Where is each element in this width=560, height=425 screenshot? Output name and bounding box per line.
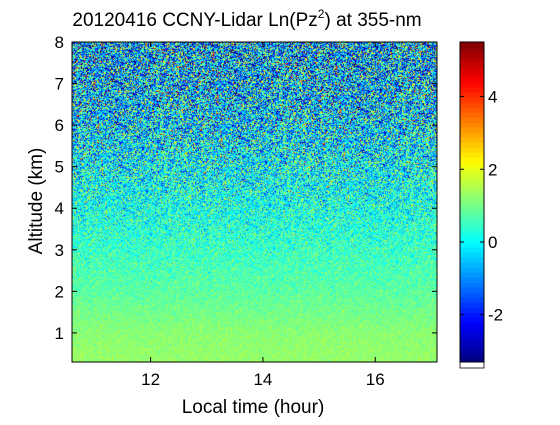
colorbar-segment — [460, 352, 484, 358]
chart-title: 20120416 CCNY-Lidar Ln(Pz2) at 355-nm — [72, 7, 421, 31]
colorbar-segment — [460, 132, 484, 138]
colorbar-segment — [460, 172, 484, 178]
colorbar-segment — [460, 87, 484, 93]
colorbar-segment — [460, 332, 484, 338]
colorbar-segment — [460, 292, 484, 298]
colorbar-segment — [460, 232, 484, 238]
colorbar-segment — [460, 117, 484, 123]
colorbar-segment — [460, 42, 484, 48]
colorbar-end-cap — [459, 361, 485, 369]
colorbar-segment — [460, 77, 484, 83]
y-tick-label: 1 — [55, 324, 64, 343]
colorbar-segment — [460, 162, 484, 168]
colorbar-tick-label: 0 — [488, 233, 497, 252]
colorbar-segment — [460, 217, 484, 223]
colorbar-segment — [460, 192, 484, 198]
y-tick-label: 2 — [55, 282, 64, 301]
colorbar-segment — [460, 137, 484, 143]
colorbar-segment — [460, 282, 484, 288]
colorbar-segment — [460, 297, 484, 303]
colorbar-segment — [460, 102, 484, 108]
colorbar-segment — [460, 312, 484, 318]
plot-frame — [71, 41, 438, 363]
colorbar-segment — [460, 347, 484, 353]
colorbar-segment — [460, 357, 484, 363]
colorbar-segment — [460, 317, 484, 323]
colorbar-segment — [460, 147, 484, 153]
colorbar-segment — [460, 222, 484, 228]
colorbar-tick-label: 2 — [488, 160, 497, 179]
colorbar-segment — [460, 52, 484, 58]
plot-area — [71, 41, 438, 363]
y-tick-label: 5 — [55, 158, 64, 177]
colorbar-segment — [460, 202, 484, 208]
y-tick-label: 3 — [55, 241, 64, 260]
colorbar-segment — [460, 242, 484, 248]
colorbar-segment — [460, 327, 484, 333]
colorbar-segment — [460, 207, 484, 213]
colorbar-segment — [460, 322, 484, 328]
colorbar-segment — [460, 107, 484, 113]
colorbar-segment — [460, 252, 484, 258]
colorbar-segment — [460, 212, 484, 218]
colorbar-segment — [460, 267, 484, 273]
x-tick-label: 14 — [253, 370, 272, 389]
colorbar-segment — [460, 287, 484, 293]
x-axis-label: Local time (hour) — [182, 397, 325, 418]
colorbar-segment — [460, 122, 484, 128]
colorbar-segment — [460, 177, 484, 183]
x-tick-label: 16 — [366, 370, 385, 389]
colorbar-segment — [460, 302, 484, 308]
x-axis: 12 14 16 — [141, 42, 385, 389]
colorbar-segment — [460, 157, 484, 163]
colorbar-segment — [460, 57, 484, 63]
colorbar-segment — [460, 47, 484, 53]
y-tick-label: 4 — [55, 199, 64, 218]
colorbar-segment — [460, 307, 484, 313]
chart-title-superscript: 2 — [318, 7, 325, 21]
colorbar: -2 0 2 4 — [459, 41, 503, 369]
colorbar-segment — [460, 152, 484, 158]
colorbar-segment — [460, 167, 484, 173]
colorbar-segment — [460, 127, 484, 133]
colorbar-segment — [460, 277, 484, 283]
colorbar-segment — [460, 257, 484, 263]
colorbar-segment — [460, 227, 484, 233]
colorbar-segment — [460, 112, 484, 118]
y-axis: 1 2 3 4 5 6 7 8 — [55, 33, 437, 343]
colorbar-segment — [460, 197, 484, 203]
colorbar-segment — [460, 97, 484, 103]
y-tick-label: 8 — [55, 33, 64, 52]
colorbar-segment — [460, 72, 484, 78]
colorbar-segment — [460, 187, 484, 193]
heatmap-image — [72, 42, 437, 362]
colorbar-segment — [460, 62, 484, 68]
colorbar-segment — [460, 337, 484, 343]
colorbar-frame — [459, 41, 485, 363]
colorbar-tick-label: 4 — [488, 88, 497, 107]
colorbar-segment — [460, 262, 484, 268]
colorbar-segment — [460, 272, 484, 278]
colorbar-segment — [460, 342, 484, 348]
colorbar-segment — [460, 92, 484, 98]
colorbar-segment — [460, 237, 484, 243]
chart-title-suffix: ) at 355-nm — [324, 10, 421, 31]
colorbar-segment — [460, 247, 484, 253]
colorbar-tick-label: -2 — [488, 306, 503, 325]
y-tick-label: 6 — [55, 116, 64, 135]
y-axis-label: Altitude (km) — [26, 148, 47, 255]
colorbar-segment — [460, 82, 484, 88]
y-tick-label: 7 — [55, 75, 64, 94]
x-tick-label: 12 — [141, 370, 160, 389]
colorbar-segment — [460, 67, 484, 73]
colorbar-segment — [460, 182, 484, 188]
colorbar-segment — [460, 142, 484, 148]
chart-title-main: 20120416 CCNY-Lidar Ln(Pz — [72, 10, 317, 31]
